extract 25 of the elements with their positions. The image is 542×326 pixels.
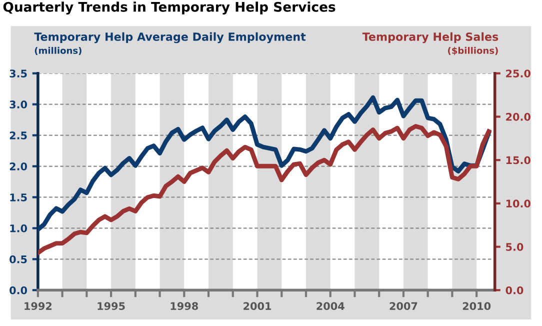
- chart-title: Quarterly Trends in Temporary Help Services: [3, 2, 336, 15]
- x-tick-label: 2004: [316, 302, 344, 310]
- y-tick-label: 2.5: [10, 132, 27, 140]
- y-tick-label: 0.0: [10, 286, 28, 294]
- x-tick-label: 1992: [24, 302, 52, 310]
- y2-tick-label: 20.0: [506, 112, 530, 121]
- x-tick-label: 2007: [390, 302, 418, 310]
- y2-tick-label: 0.0: [506, 286, 524, 294]
- y-tick-label: 3.0: [10, 100, 28, 108]
- y2-axis-title: Temporary Help Sales ($billions): [362, 32, 498, 56]
- y-tick-label: 1.5: [10, 194, 27, 202]
- x-tick-label: 1998: [170, 302, 198, 310]
- y-tick-label: 1.0: [10, 224, 28, 232]
- x-tick-label: 2001: [244, 302, 272, 310]
- y2-tick-label: 25.0: [506, 70, 530, 78]
- y-tick-label: 3.5: [10, 70, 27, 78]
- y2-tick-label: 10.0: [506, 200, 530, 208]
- y2-tick-label: 15.0: [506, 156, 530, 164]
- line-series: [38, 124, 491, 256]
- y-axis-title: Temporary Help Average Daily Employment (millions): [34, 32, 306, 55]
- x-tick-label: 1995: [98, 302, 125, 310]
- y-tick-label: 2.0: [10, 162, 28, 170]
- x-tick-label: 2010: [462, 302, 491, 310]
- y-tick-label: 0.5: [10, 255, 27, 264]
- y2-tick-label: 5.0: [506, 243, 524, 251]
